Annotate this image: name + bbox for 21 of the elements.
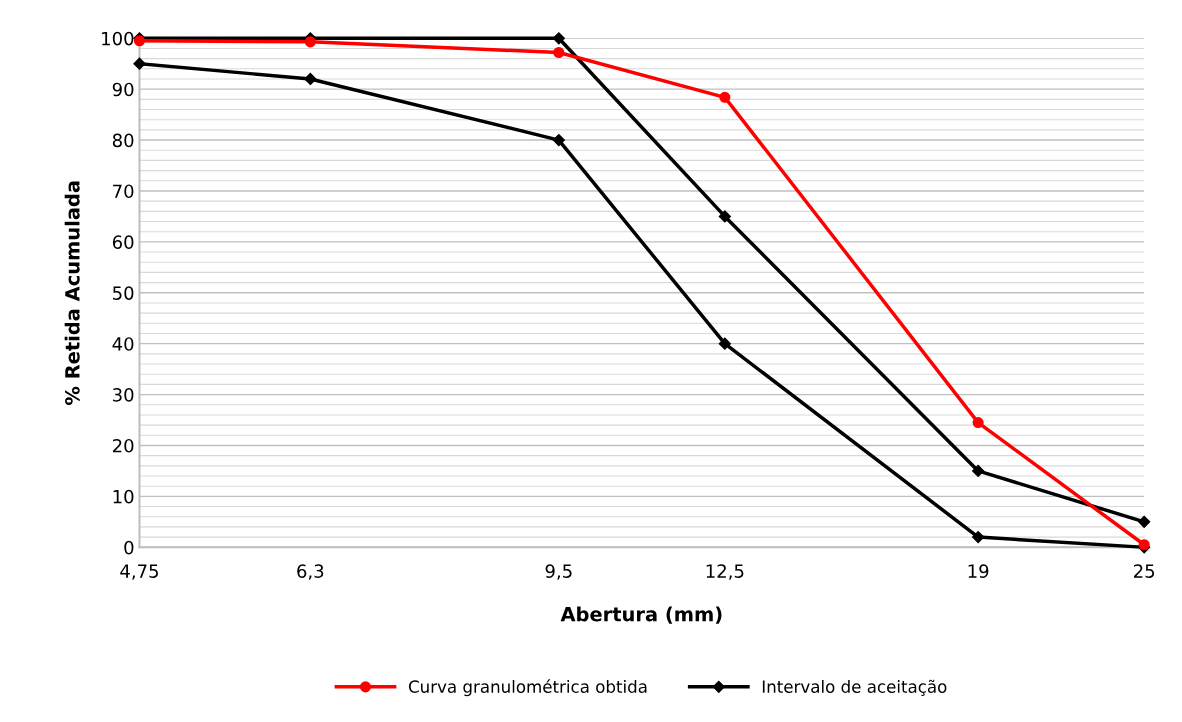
legend-label: Intervalo de aceitação xyxy=(762,679,947,696)
legend-label: Curva granulométrica obtida xyxy=(408,679,647,697)
y-tick-label: 70 xyxy=(113,184,134,199)
x-tick-label: 6,3 xyxy=(297,564,324,580)
x-tick-label: 25 xyxy=(1134,564,1155,578)
y-axis-title: % Retida Acumulada xyxy=(64,181,80,405)
x-tick-label: 9,5 xyxy=(545,564,572,580)
y-tick-label: 100 xyxy=(102,31,134,46)
y-tick-label: 20 xyxy=(112,438,134,453)
y-tick-label: 60 xyxy=(112,235,134,249)
y-tick-label: 40 xyxy=(112,337,134,351)
x-tick-label: 4,75 xyxy=(120,564,158,580)
y-tick-label: 50 xyxy=(113,286,134,300)
y-tick-label: 30 xyxy=(113,388,134,402)
y-tick-label: 10 xyxy=(113,489,134,504)
y-tick-label: 80 xyxy=(112,133,134,148)
y-tick-label: 90 xyxy=(112,82,134,97)
x-axis-title: Abertura (mm) xyxy=(560,606,722,624)
x-tick-label: 12,5 xyxy=(706,564,744,580)
y-tick-label: 0 xyxy=(124,540,134,555)
x-tick-label: 19 xyxy=(968,564,989,578)
